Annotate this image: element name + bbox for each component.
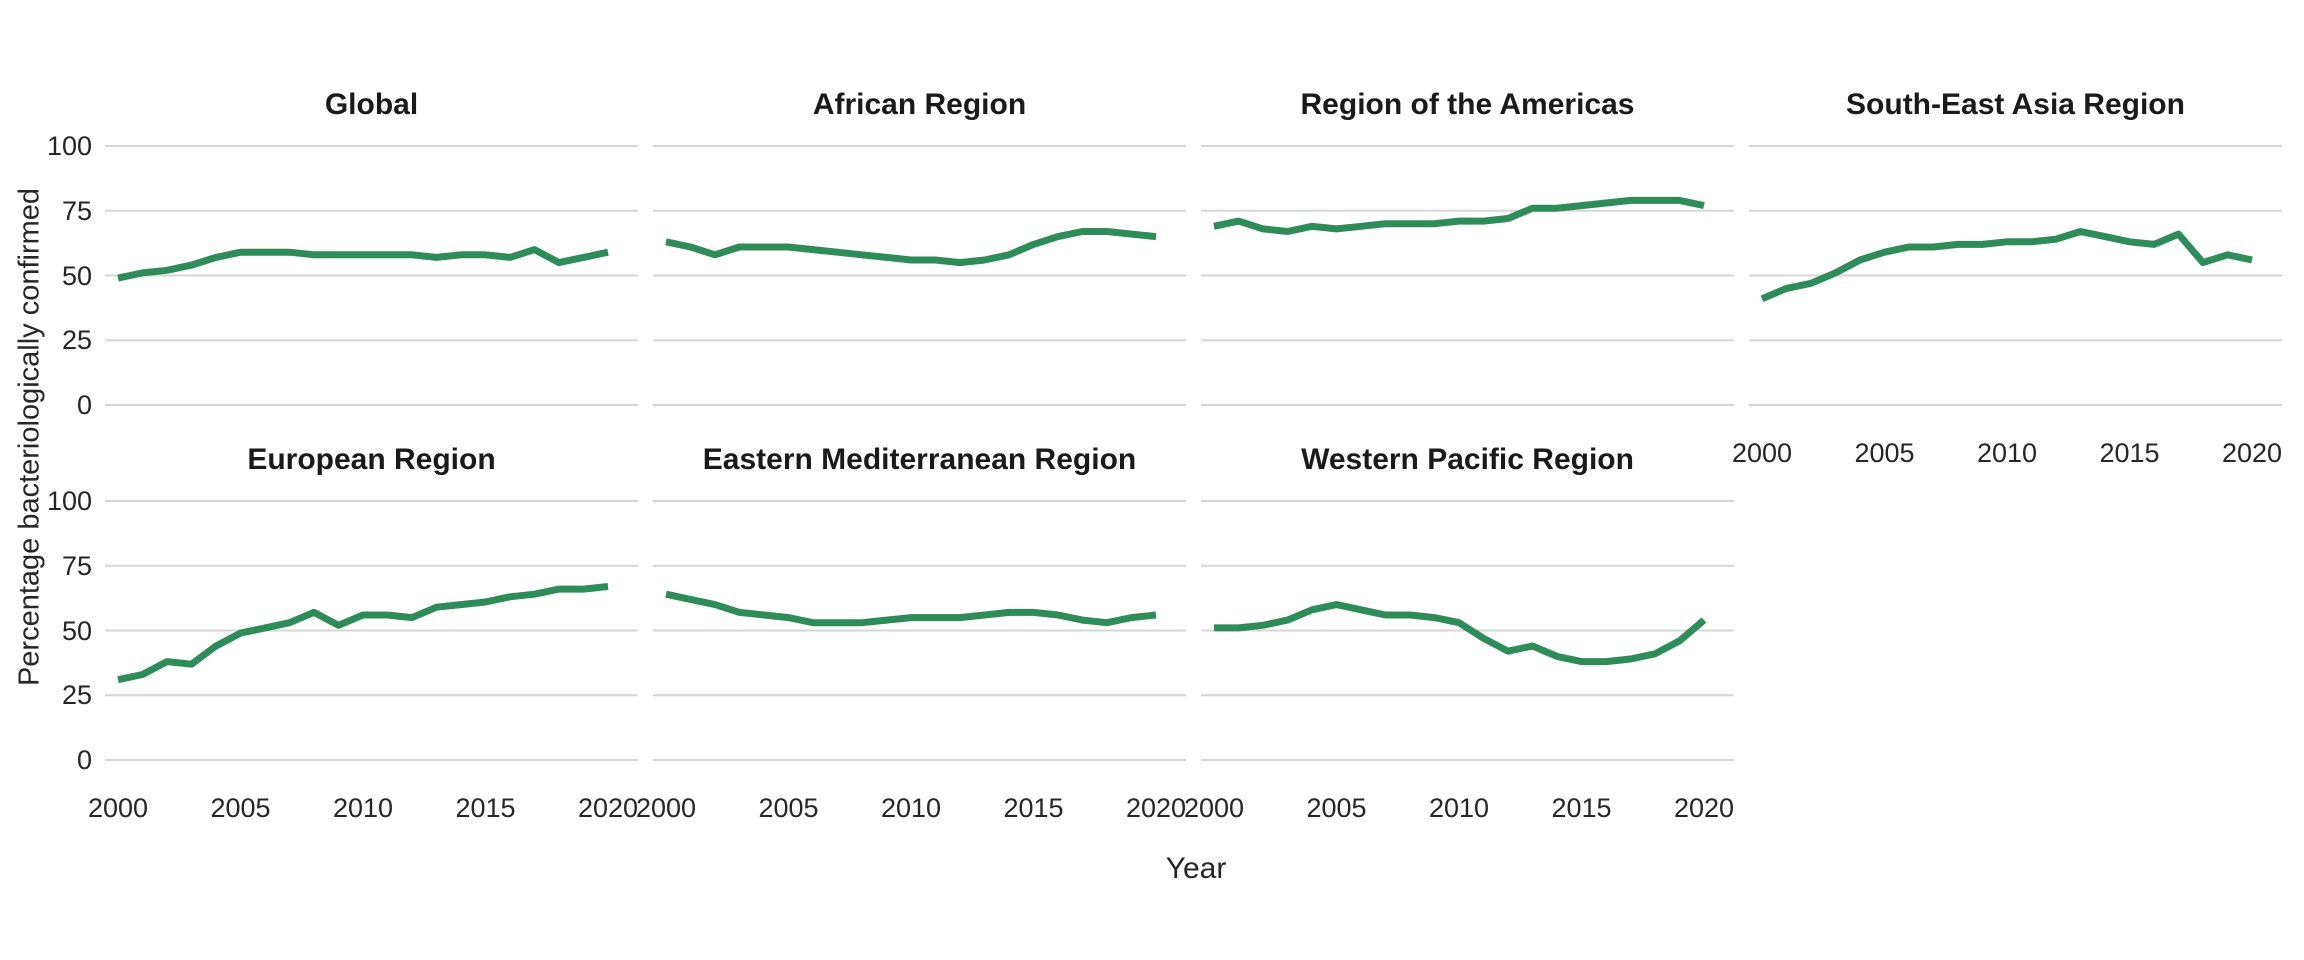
- x-tick-label: 2010: [1976, 438, 2038, 468]
- data-line-south-east-asia-region: [1760, 228, 2253, 303]
- x-tick-label: 2020: [577, 793, 639, 823]
- facet-panel-african-region: [653, 133, 1186, 418]
- facet-panel-global: [105, 133, 638, 418]
- data-line-european-region: [117, 583, 609, 684]
- y-tick-label: 50: [61, 615, 92, 646]
- facet-panel-region-of-the-americas: [1201, 133, 1734, 418]
- y-tick-label: 25: [61, 325, 92, 356]
- line-chart-western-pacific-region: [1201, 500, 1734, 761]
- x-tick-label: 2020: [1125, 793, 1187, 823]
- line-chart-global: [105, 145, 638, 406]
- facet-title: Eastern Mediterranean Region: [702, 443, 1137, 476]
- facet-title: European Region: [247, 443, 496, 476]
- line-chart-eastern-mediterranean-region: [653, 500, 1186, 761]
- data-line-eastern-mediterranean-region: [665, 590, 1157, 627]
- x-tick-label: 2010: [880, 793, 942, 823]
- x-tick-label: 2000: [87, 793, 149, 823]
- facet-title: South-East Asia Region: [1846, 88, 2185, 121]
- facet-panel-south-east-asia-region: [1749, 133, 2282, 418]
- y-tick-label: 100: [46, 131, 92, 161]
- line-chart-region-of-the-americas: [1201, 145, 1734, 406]
- facet-panel-eastern-mediterranean-region: [653, 488, 1186, 773]
- data-line-african-region: [665, 228, 1157, 267]
- y-tick-label: 25: [61, 680, 92, 711]
- x-tick-label: 2015: [455, 793, 516, 823]
- x-tick-label: 2015: [1551, 793, 1612, 823]
- facet-panel-european-region: [105, 488, 638, 773]
- x-tick-label: 2000: [1731, 438, 1793, 468]
- x-tick-label: 2005: [758, 793, 819, 823]
- facet-title: African Region: [812, 88, 1027, 121]
- x-tick-label: 2020: [2221, 438, 2283, 468]
- x-tick-label: 2010: [332, 793, 394, 823]
- y-tick-label: 75: [61, 550, 92, 581]
- facet-title: Western Pacific Region: [1301, 443, 1634, 476]
- y-tick-label: 0: [76, 745, 92, 775]
- x-tick-label: 2015: [1003, 793, 1064, 823]
- facet-title: Global: [324, 88, 419, 121]
- data-line-region-of-the-americas: [1213, 196, 1705, 235]
- facet-panel-western-pacific-region: [1201, 488, 1734, 773]
- data-line-western-pacific-region: [1214, 601, 1707, 666]
- x-tick-label: 2020: [1673, 793, 1735, 823]
- line-chart-european-region: [105, 500, 638, 761]
- y-tick-label: 0: [76, 390, 92, 420]
- x-tick-label: 2005: [1854, 438, 1915, 468]
- facet-title: Region of the Americas: [1300, 88, 1635, 121]
- y-tick-label: 75: [61, 195, 92, 226]
- y-tick-label: 100: [46, 486, 92, 516]
- y-tick-label: 50: [61, 260, 92, 291]
- line-chart-south-east-asia-region: [1749, 145, 2282, 406]
- x-tick-label: 2005: [1306, 793, 1367, 823]
- x-tick-label: 2005: [210, 793, 271, 823]
- x-tick-label: 2015: [2099, 438, 2160, 468]
- line-chart-african-region: [653, 145, 1186, 406]
- x-tick-label: 2000: [635, 793, 697, 823]
- x-axis-title: Year: [1165, 852, 1227, 885]
- x-tick-label: 2000: [1183, 793, 1245, 823]
- data-line-global: [117, 246, 609, 282]
- x-tick-label: 2010: [1428, 793, 1490, 823]
